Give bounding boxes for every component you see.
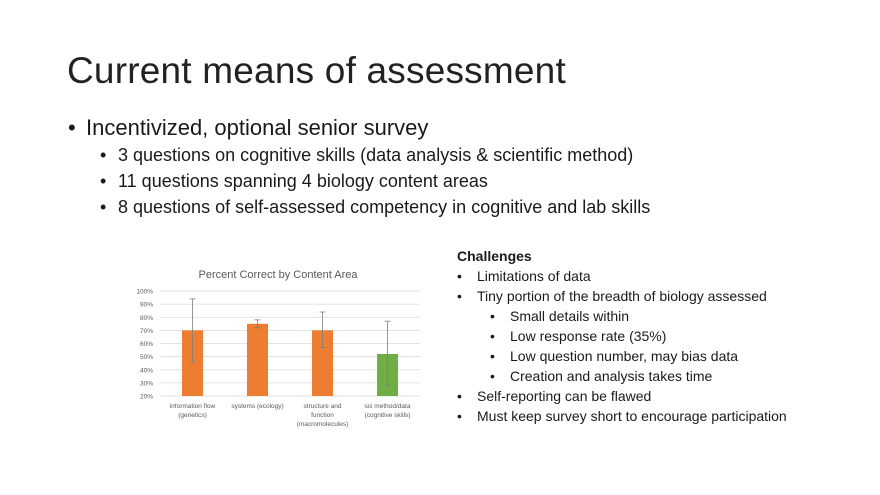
sub-bullet-text: 8 questions of self-assessed competency … [118,197,651,217]
sub-bullet-text: 11 questions spanning 4 biology content … [118,171,488,191]
y-tick-label: 30% [140,380,153,387]
bullet-dot: • [490,328,495,344]
challenge-item: • Tiny portion of the breadth of biology … [457,286,787,306]
challenge-text: Low question number, may bias data [510,348,739,364]
chart-bar [312,330,333,396]
y-tick-label: 80% [140,315,153,322]
challenge-item: • Must keep survey short to encourage par… [457,406,787,426]
slide-title: Current means of assessment [67,50,566,91]
sub-bullet-item: • 11 questions spanning 4 biology content… [100,168,650,194]
bullet-dot: • [100,145,107,165]
challenges-list: • Limitations of data • Tiny portion of the… [457,266,787,426]
challenges-heading: Challenges [457,248,532,264]
challenges-box: Challenges • Limitations of data • Tiny por… [457,246,787,426]
bullet-dot: • [490,348,495,364]
y-tick-label: 100% [136,289,153,296]
challenge-sub-item: • Creation and analysis takes time [490,366,787,386]
y-tick-label: 90% [140,302,153,309]
y-tick-label: 60% [140,341,153,348]
bullet-dot: • [100,197,107,217]
chart-bar [182,330,203,396]
y-tick-label: 40% [140,367,153,374]
challenge-text: Tiny portion of the breadth of biology a… [477,288,767,304]
challenge-text: Limitations of data [477,268,591,284]
x-category-label: systems (ecology) [231,403,283,410]
x-category-label: sci method/data [365,403,411,410]
chart-title: Percent Correct by Content Area [199,269,359,281]
challenge-text: Self-reporting can be flawed [477,388,652,404]
x-category-label: function [311,412,334,419]
challenge-sub-item: • Low question number, may bias data [490,346,787,366]
challenge-text: Must keep survey short to encourage part… [477,408,787,424]
sub-bullet-item: • 3 questions on cognitive skills (data a… [100,142,650,168]
bullet-dot: • [490,308,495,324]
percent-correct-chart: Percent Correct by Content Area 20% 30% 40… [118,262,430,452]
x-category-label: information flow [170,403,216,410]
y-tick-label: 70% [140,328,153,335]
x-category-label: structure and [304,403,342,410]
x-category-label: (cognitive skills) [365,412,411,419]
bullet-dot: • [457,288,462,304]
sub-bullet-text: 3 questions on cognitive skills (data an… [118,145,634,165]
bullet-dot: • [457,408,462,424]
challenge-text: Creation and analysis takes time [510,368,713,384]
x-category-label: (macromolecules) [297,421,349,428]
challenge-text: Small details within [510,308,630,324]
bullet-dot: • [457,268,462,284]
challenge-text: Low response rate (35%) [510,328,667,344]
bullet-dot: • [68,115,76,140]
bullet-dot: • [490,368,495,384]
y-tick-label: 20% [140,394,153,401]
challenge-item: • Limitations of data [457,266,787,286]
chart-bar [247,323,268,396]
challenge-sub-item: • Small details within [490,306,787,326]
bullet-item: • Incentivized, optional senior survey [68,114,650,142]
y-tick-label: 50% [140,354,153,361]
challenge-item: • Self-reporting can be flawed [457,386,787,406]
challenge-sub-item: • Low response rate (35%) [490,326,787,346]
main-bullet-list: • Incentivized, optional senior survey • 3… [68,114,650,220]
bullet-dot: • [457,388,462,404]
chart-svg: Percent Correct by Content Area 20% 30% 40… [136,269,420,428]
bullet-text: Incentivized, optional senior survey [86,115,429,140]
sub-bullet-item: • 8 questions of self-assessed competency… [100,194,650,220]
bullet-dot: • [100,171,107,191]
x-category-label: (genetics) [178,412,207,419]
